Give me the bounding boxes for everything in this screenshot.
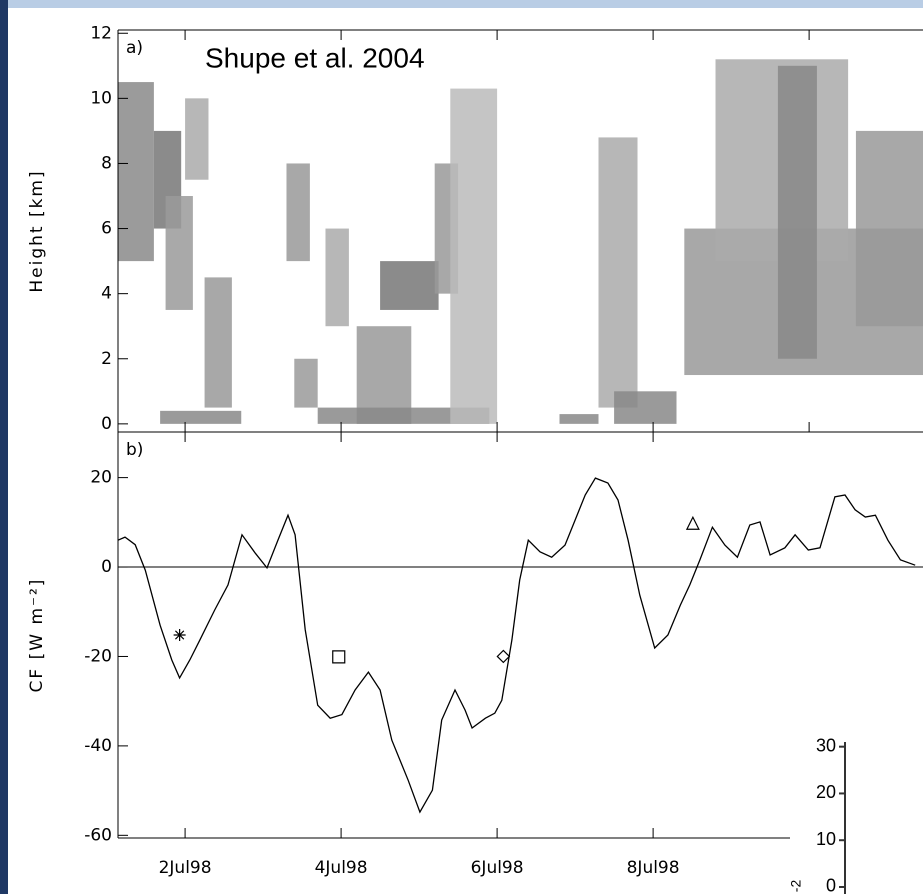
y-axis-label: CF [W m⁻²] bbox=[27, 578, 47, 693]
slide-top-strip bbox=[0, 0, 923, 8]
cloud-echo bbox=[286, 163, 310, 262]
cloud-echo bbox=[185, 98, 209, 180]
y-tick-label: -20 bbox=[84, 646, 112, 666]
cloud-echo bbox=[165, 196, 193, 310]
y-tick-label: 8 bbox=[101, 153, 112, 173]
x-tick-label: 4Jul98 bbox=[315, 858, 368, 878]
marker-diamond bbox=[496, 649, 511, 664]
cloud-echo bbox=[450, 88, 498, 424]
y-tick-label: 6 bbox=[101, 219, 112, 239]
y-tick-label: 0 bbox=[826, 876, 836, 894]
cloud-echo bbox=[559, 414, 599, 424]
cloud-echo bbox=[294, 358, 318, 408]
y-tick-label: 10 bbox=[816, 829, 836, 849]
cloud-field bbox=[118, 59, 923, 424]
slide-left-strip bbox=[0, 0, 8, 894]
x-tick-label: 8Jul98 bbox=[627, 858, 680, 878]
marker-square bbox=[332, 650, 346, 664]
cloud-echo bbox=[204, 277, 232, 408]
y-tick-label: 0 bbox=[101, 557, 112, 577]
inset-background bbox=[790, 734, 923, 894]
y-tick-label: 20 bbox=[816, 782, 836, 802]
cloud-echo bbox=[614, 391, 677, 424]
cloud-echo bbox=[855, 130, 923, 327]
y-tick-label: 20 bbox=[90, 468, 112, 488]
y-axis-label: -2 bbox=[788, 880, 804, 893]
y-tick-label: 12 bbox=[90, 23, 112, 43]
cf-line bbox=[117, 477, 916, 814]
cloud-echo bbox=[777, 65, 817, 359]
y-tick-label: 10 bbox=[90, 88, 112, 108]
panel-label: b) bbox=[126, 440, 143, 460]
marker-asterisk bbox=[173, 629, 186, 641]
cloud-echo bbox=[160, 410, 242, 424]
panel-label: a) bbox=[126, 38, 143, 58]
cloud-echo bbox=[118, 82, 154, 262]
y-tick-label: -40 bbox=[84, 736, 112, 756]
cloud-echo bbox=[380, 261, 439, 310]
y-tick-label: -60 bbox=[84, 825, 112, 845]
marker-triangle bbox=[685, 515, 700, 530]
y-tick-label: 2 bbox=[101, 349, 112, 369]
cloud-echo bbox=[317, 407, 490, 424]
cloud-echo bbox=[325, 228, 349, 327]
x-tick-label: 2Jul98 bbox=[159, 858, 212, 878]
cloud-echo bbox=[598, 137, 638, 408]
y-tick-label: 30 bbox=[816, 735, 836, 755]
y-tick-label: 0 bbox=[101, 414, 112, 434]
x-tick-label: 6Jul98 bbox=[471, 858, 524, 878]
y-axis-label: Height [km] bbox=[27, 169, 47, 292]
y-tick-label: 4 bbox=[101, 284, 112, 304]
annotation: Shupe et al. 2004 bbox=[205, 42, 425, 73]
